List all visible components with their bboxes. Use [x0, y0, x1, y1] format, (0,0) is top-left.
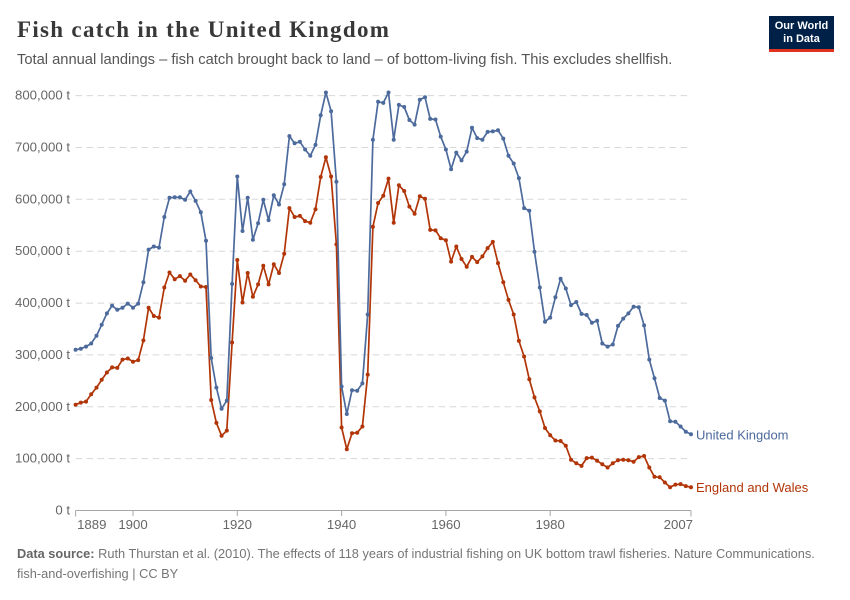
svg-text:England and Wales: England and Wales — [696, 480, 809, 495]
svg-text:400,000 t: 400,000 t — [15, 295, 70, 310]
svg-text:100,000 t: 100,000 t — [15, 451, 70, 466]
svg-text:1980: 1980 — [536, 517, 565, 532]
svg-text:1900: 1900 — [118, 517, 147, 532]
svg-text:200,000 t: 200,000 t — [15, 399, 70, 414]
svg-text:1920: 1920 — [223, 517, 252, 532]
svg-text:800,000 t: 800,000 t — [15, 88, 70, 103]
svg-text:0 t: 0 t — [55, 503, 70, 518]
svg-text:1960: 1960 — [431, 517, 460, 532]
svg-text:2007: 2007 — [664, 517, 693, 532]
svg-text:500,000 t: 500,000 t — [15, 243, 70, 258]
svg-text:1940: 1940 — [327, 517, 356, 532]
svg-text:300,000 t: 300,000 t — [15, 347, 70, 362]
svg-text:1889: 1889 — [77, 517, 106, 532]
svg-text:United Kingdom: United Kingdom — [696, 428, 789, 443]
svg-text:600,000 t: 600,000 t — [15, 191, 70, 206]
svg-text:700,000 t: 700,000 t — [15, 140, 70, 155]
